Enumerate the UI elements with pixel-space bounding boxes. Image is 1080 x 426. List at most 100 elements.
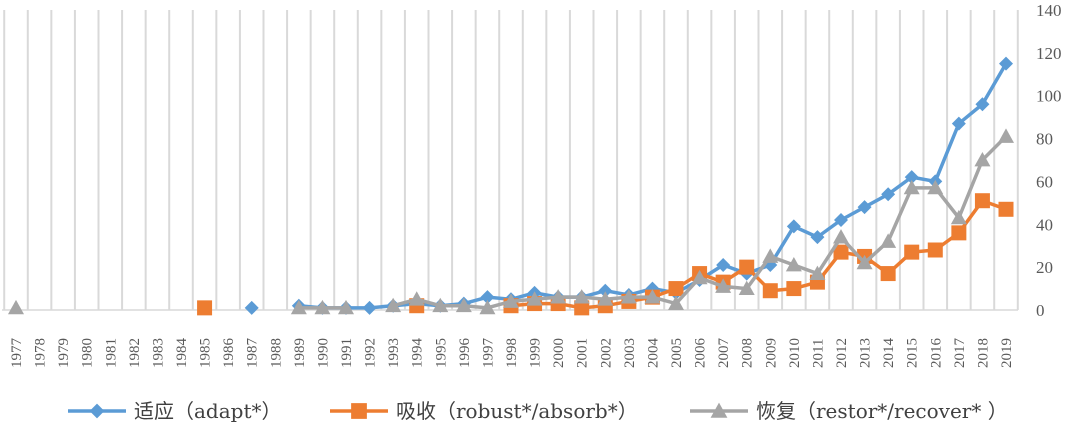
x-tick-label: 2017 (952, 338, 968, 369)
data-point-triangle (8, 299, 24, 315)
data-point-triangle (738, 280, 755, 295)
data-point-triangle (762, 248, 779, 263)
x-tick-label: 2003 (622, 338, 638, 368)
x-tick-label: 1996 (457, 338, 473, 369)
data-point-diamond (810, 230, 825, 245)
data-point-diamond (951, 116, 966, 131)
data-point-diamond (362, 300, 377, 315)
x-tick-label: 2005 (669, 338, 685, 368)
data-point-square (197, 300, 213, 316)
legend-item-2: 吸收（robust*/absorb*） (330, 399, 638, 423)
x-tick-label: 2006 (693, 338, 709, 369)
x-tick-label: 1998 (504, 338, 520, 368)
legend-label: 吸收（robust*/absorb*） (396, 399, 638, 423)
data-point-square (574, 300, 590, 316)
x-axis-ticks: 1977 1978 1979 1980 1981 1982 1983 1984 1985 1986… (9, 337, 1015, 368)
data-point-triangle (479, 299, 496, 315)
data-point-triangle (526, 291, 543, 306)
data-point-square (739, 259, 755, 275)
x-tick-label: 1987 (245, 338, 261, 369)
y-tick-label: 60 (1036, 172, 1053, 191)
data-point-triangle (691, 269, 708, 285)
data-point-square (974, 193, 990, 209)
x-tick-label: 1995 (433, 338, 449, 368)
data-point-triangle (668, 295, 684, 310)
x-tick-label: 2007 (716, 338, 732, 369)
data-point-diamond (716, 258, 731, 272)
data-point-diamond (598, 283, 613, 298)
data-point-triangle (408, 291, 425, 306)
data-point-square (351, 403, 367, 419)
x-tick-label: 2019 (999, 338, 1015, 368)
x-tick-label: 1988 (268, 338, 284, 368)
data-point-diamond (786, 219, 801, 234)
data-point-triangle (550, 289, 567, 304)
data-point-diamond (857, 200, 872, 215)
series-3 (8, 128, 1014, 315)
data-point-triangle (432, 297, 449, 313)
x-tick-label: 1990 (315, 338, 331, 368)
series-line (510, 198, 1007, 310)
x-tick-label: 2002 (598, 338, 614, 368)
x-tick-label: 1986 (221, 338, 237, 369)
x-tick-label: 2018 (975, 338, 991, 368)
x-tick-label: 2014 (881, 338, 897, 369)
data-point-triangle (290, 299, 307, 315)
x-tick-label: 1993 (386, 338, 402, 368)
data-point-triangle (314, 299, 331, 315)
data-point-square (998, 201, 1014, 217)
data-point-diamond (480, 290, 495, 305)
y-tick-label: 80 (1036, 130, 1053, 149)
x-tick-label: 2015 (905, 338, 921, 368)
data-point-square (927, 242, 943, 258)
data-point-triangle (856, 254, 873, 270)
x-tick-label: 1980 (80, 338, 96, 368)
x-tick-label: 2011 (810, 339, 826, 368)
x-tick-label: 2004 (645, 338, 661, 369)
data-point-triangle (597, 291, 614, 306)
grid-lines (2, 10, 1019, 311)
data-point-triangle (455, 297, 472, 313)
x-tick-label: 2010 (787, 338, 803, 368)
data-point-triangle (385, 297, 402, 313)
data-point-square (833, 244, 849, 260)
data-point-triangle (644, 289, 661, 304)
x-tick-label: 1992 (363, 338, 379, 368)
data-point-diamond (881, 187, 896, 202)
data-point-diamond (904, 170, 919, 185)
data-point-square (880, 266, 896, 282)
data-point-triangle (573, 289, 590, 304)
y-tick-label: 120 (1036, 44, 1062, 63)
legend-label: 恢复（restor*/recover* ） (756, 399, 1008, 423)
data-point-square (904, 244, 920, 260)
data-point-square (762, 283, 778, 299)
y-tick-label: 20 (1036, 258, 1053, 277)
data-point-triangle (950, 209, 967, 225)
x-tick-label: 1979 (56, 338, 72, 368)
x-tick-label: 1991 (339, 338, 355, 368)
y-tick-label: 0 (1036, 301, 1045, 320)
data-point-triangle (809, 265, 826, 280)
data-point-square (668, 281, 684, 297)
data-point-triangle (620, 289, 637, 304)
legend-item-3: 恢复（restor*/recover* ） (690, 399, 1008, 423)
x-tick-label: 1978 (33, 338, 49, 368)
y-axis-ticks: 0 20 40 60 80 100 120 140 (1036, 1, 1062, 320)
x-tick-label: 1994 (410, 338, 426, 369)
data-point-triangle (927, 179, 944, 195)
data-point-diamond (834, 213, 848, 227)
x-tick-label: 1977 (9, 338, 25, 369)
x-tick-label: 1984 (174, 338, 190, 369)
data-point-triangle (880, 233, 897, 248)
x-tick-label: 1999 (528, 338, 544, 368)
data-point-triangle (715, 278, 732, 293)
x-tick-label: 2016 (928, 338, 944, 369)
data-point-triangle (974, 152, 991, 167)
x-tick-label: 1982 (127, 338, 143, 368)
series-1 (244, 56, 1013, 315)
data-point-square (951, 225, 967, 241)
x-tick-label: 1981 (103, 338, 119, 368)
legend: 适应（adapt*） 吸收（robust*/absorb*） 恢复（restor*/… (68, 399, 1008, 423)
x-tick-label: 2000 (551, 338, 567, 368)
